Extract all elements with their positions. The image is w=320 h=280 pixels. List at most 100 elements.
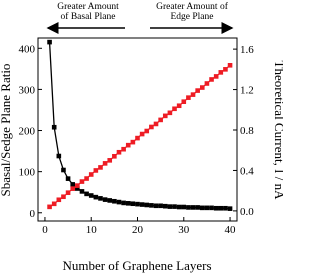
y2-tick-label: 0.0: [240, 206, 254, 218]
point: [84, 191, 89, 197]
point: [176, 204, 182, 210]
point: [112, 198, 117, 204]
point: [218, 70, 224, 75]
point: [75, 186, 80, 191]
point: [47, 39, 52, 45]
point: [112, 153, 117, 159]
point: [135, 135, 140, 141]
point: [65, 190, 71, 195]
point: [79, 179, 85, 184]
point: [162, 203, 168, 209]
y-tick-label: 400: [19, 43, 36, 55]
point: [149, 203, 154, 208]
point: [199, 85, 205, 90]
point: [223, 205, 228, 211]
y-tick-label: 100: [19, 167, 36, 179]
point: [56, 197, 62, 203]
series-line: [49, 64, 231, 208]
point: [135, 201, 140, 207]
y2-axis-label: Theoretical Current, I / nA: [272, 61, 283, 201]
point: [84, 176, 89, 181]
point: [98, 196, 103, 201]
point: [130, 201, 136, 207]
point: [51, 124, 57, 130]
point: [195, 205, 200, 210]
point: [51, 201, 57, 207]
point: [93, 168, 99, 173]
point: [186, 205, 191, 210]
point: [79, 189, 85, 194]
point: [121, 200, 126, 206]
point: [162, 113, 168, 119]
point: [125, 142, 131, 148]
point: [167, 204, 173, 209]
y2-tick-label: 1.2: [240, 85, 254, 97]
annotation: Greater Amount: [57, 2, 119, 12]
point: [61, 194, 66, 200]
x-tick-label: 10: [86, 224, 98, 236]
point: [98, 165, 103, 170]
point: [181, 99, 187, 104]
point: [149, 124, 154, 130]
point: [65, 176, 71, 181]
point: [75, 183, 80, 188]
series-line: [48, 42, 231, 210]
point: [121, 146, 126, 152]
point: [144, 202, 150, 208]
point: [218, 205, 224, 211]
point: [195, 88, 200, 93]
point: [116, 199, 122, 205]
point: [186, 95, 191, 100]
point: [181, 204, 187, 210]
x-tick-label: 0: [42, 224, 48, 236]
point: [125, 201, 131, 206]
point: [172, 106, 177, 112]
y2-tick-label: 0.8: [240, 125, 254, 137]
chart: Number of Graphene Layers Sbasal/Sedge P…: [0, 1, 283, 273]
y2-tick-label: 1.6: [240, 44, 254, 56]
point: [144, 128, 150, 134]
point: [56, 153, 62, 159]
y-tick-label: 200: [19, 126, 36, 138]
y-tick-label: 300: [19, 84, 36, 96]
point: [209, 205, 214, 211]
point: [227, 206, 233, 211]
annotation: of Basal Plane: [61, 11, 116, 22]
point: [102, 197, 108, 202]
point: [209, 77, 214, 82]
point: [204, 81, 210, 86]
point: [199, 205, 205, 211]
annotation: Edge Plane: [170, 12, 213, 22]
point: [213, 205, 219, 211]
point: [176, 103, 182, 109]
point: [107, 158, 113, 163]
point: [153, 121, 159, 127]
point: [158, 203, 163, 209]
point: [190, 92, 196, 97]
y2-tick-label: 0.4: [240, 165, 254, 177]
point: [153, 203, 159, 209]
point: [47, 204, 52, 210]
y-tick-label: 0: [30, 208, 36, 220]
x-tick-label: 40: [225, 224, 237, 236]
point: [213, 74, 219, 79]
point: [70, 182, 76, 187]
point: [116, 149, 122, 155]
point: [88, 172, 94, 177]
point: [223, 67, 228, 72]
annotation: Greater Amount of: [156, 1, 229, 12]
point: [139, 202, 145, 207]
point: [88, 193, 94, 198]
point: [204, 205, 210, 211]
point: [190, 205, 196, 210]
point: [107, 198, 113, 203]
point: [139, 131, 145, 137]
y-axis-label: Sbasal/Sedge Plane Ratio: [0, 64, 13, 197]
point: [130, 139, 136, 145]
point: [93, 194, 99, 200]
x-tick-label: 30: [178, 224, 190, 236]
point: [102, 161, 108, 166]
point: [61, 167, 66, 173]
point: [227, 62, 233, 68]
point: [70, 186, 76, 191]
